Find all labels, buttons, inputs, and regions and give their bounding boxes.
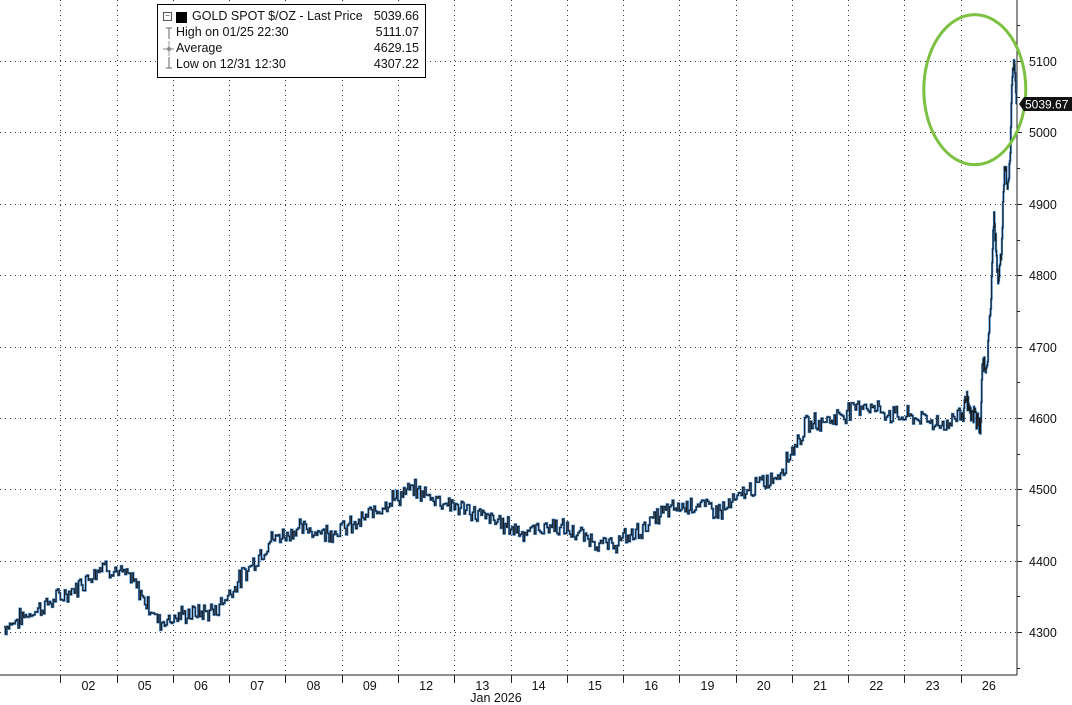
x-tick-label: 14 <box>532 679 546 693</box>
x-tick-label: 21 <box>813 679 827 693</box>
series-swatch-icon <box>176 12 187 23</box>
y-tick-label: 4500 <box>1029 483 1057 497</box>
x-tick-label: 22 <box>869 679 883 693</box>
legend-average-label: Average <box>176 41 223 55</box>
legend-low-value: 4307.22 <box>373 57 419 71</box>
legend-row-average: Average 4629.15 <box>162 41 419 56</box>
low-marker-icon <box>162 57 174 72</box>
x-tick-label: 09 <box>363 679 377 693</box>
last-price-tag-label: 5039.67 <box>1025 98 1069 112</box>
y-tick-label: 4800 <box>1029 269 1057 283</box>
average-marker-icon <box>162 41 175 56</box>
collapse-icon[interactable]: − <box>162 9 174 24</box>
price-series <box>4 58 1018 636</box>
y-tick-label: 4600 <box>1029 412 1057 426</box>
legend-title-value: 5039.66 <box>373 9 419 23</box>
y-axis-labels: 4300 4400 4500 4600 4700 4800 4900 5000 5100 <box>1029 55 1057 640</box>
legend-low-label: Low on 12/31 12:30 <box>176 57 286 71</box>
y-tick-label: 4400 <box>1029 555 1057 569</box>
legend-row-high: High on 01/25 22:30 5111.07 <box>162 25 419 40</box>
highlight-annotation <box>922 13 1028 167</box>
y-tick-label: 4900 <box>1029 198 1057 212</box>
chart-grid <box>0 0 1017 675</box>
last-price-tag: 5039.67 <box>1019 97 1072 112</box>
x-tick-label: 20 <box>757 679 771 693</box>
x-tick-label: 19 <box>701 679 715 693</box>
legend-row-low: Low on 12/31 12:30 4307.22 <box>162 57 419 72</box>
y-tick-label: 5000 <box>1029 126 1057 140</box>
y-tick-label: 4300 <box>1029 626 1057 640</box>
x-tick-label: 05 <box>138 679 152 693</box>
axis-ticks <box>0 0 1022 683</box>
legend-high-label: High on 01/25 22:30 <box>176 25 289 39</box>
x-tick-label: 15 <box>588 679 602 693</box>
highlight-ellipse <box>922 13 1028 167</box>
price-line <box>4 59 1017 635</box>
legend-box: − GOLD SPOT $/OZ - Last Price 5039.66 Hi… <box>157 4 426 78</box>
legend-row-title: − GOLD SPOT $/OZ - Last Price 5039.66 <box>162 9 419 24</box>
legend-average-value: 4629.15 <box>373 41 419 55</box>
x-tick-label: 13 <box>475 679 489 693</box>
x-tick-label: 06 <box>194 679 208 693</box>
x-tick-label: 23 <box>926 679 940 693</box>
legend-title-label: GOLD SPOT $/OZ - Last Price <box>192 9 363 23</box>
y-tick-label: 5100 <box>1029 55 1057 69</box>
x-axis-title: Jan 2026 <box>470 691 521 705</box>
x-tick-label: 02 <box>81 679 95 693</box>
x-tick-label: 26 <box>982 679 996 693</box>
last-price-tag-shape <box>1019 97 1072 111</box>
legend-high-value: 5111.07 <box>375 25 419 39</box>
x-tick-label: 08 <box>307 679 321 693</box>
x-tick-label: 16 <box>644 679 658 693</box>
x-axis-labels: 02 05 06 07 08 09 12 13 14 15 16 19 20 21 22 23 26 <box>81 679 995 693</box>
x-tick-label: 07 <box>250 679 264 693</box>
high-marker-icon <box>162 25 174 40</box>
x-tick-label: 12 <box>419 679 433 693</box>
y-tick-label: 4700 <box>1029 341 1057 355</box>
